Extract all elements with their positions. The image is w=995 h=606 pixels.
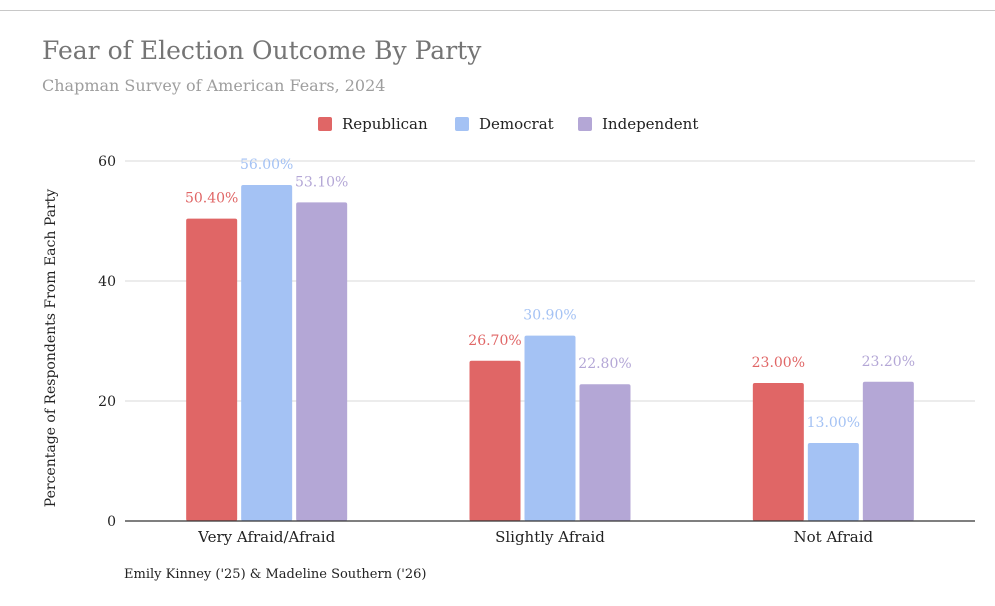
legend-label-democrat: Democrat	[479, 115, 554, 133]
data-label-democrat-0: 56.00%	[240, 157, 293, 173]
y-tick-label-0: 0	[107, 514, 116, 530]
bar-independent-0	[296, 202, 348, 521]
y-tick-label-60: 60	[98, 154, 116, 170]
legend-swatch-republican	[318, 117, 332, 131]
bar-republican-1	[469, 360, 521, 521]
legend: Republican Democrat Independent	[0, 112, 995, 136]
bar-republican-0	[186, 218, 238, 521]
top-divider	[0, 10, 995, 11]
legend-swatch-democrat	[455, 117, 469, 131]
data-label-republican-1: 26.70%	[468, 333, 521, 349]
bar-republican-2	[752, 383, 804, 521]
legend-item-democrat: Democrat	[455, 112, 554, 136]
legend-label-republican: Republican	[342, 115, 428, 133]
legend-swatch-independent	[578, 117, 592, 131]
legend-item-independent: Independent	[578, 112, 698, 136]
bar-independent-1	[579, 384, 631, 521]
chart-title: Fear of Election Outcome By Party	[42, 36, 482, 65]
y-tick-label-20: 20	[98, 394, 116, 410]
data-label-democrat-2: 13.00%	[807, 415, 860, 431]
x-tick-label-0: Very Afraid/Afraid	[197, 528, 335, 546]
y-tick-label-40: 40	[98, 274, 116, 290]
data-label-independent-0: 53.10%	[295, 174, 348, 190]
data-label-independent-2: 23.20%	[862, 354, 915, 370]
footer-credit: Emily Kinney ('25) & Madeline Southern (…	[124, 567, 427, 582]
data-label-republican-2: 23.00%	[752, 355, 805, 371]
y-axis-label: Percentage of Respondents From Each Part…	[43, 189, 59, 507]
legend-item-republican: Republican	[318, 112, 428, 136]
chart-subtitle: Chapman Survey of American Fears, 2024	[42, 76, 386, 95]
bar-democrat-2	[807, 443, 859, 521]
data-label-independent-1: 22.80%	[578, 356, 631, 372]
legend-label-independent: Independent	[602, 115, 699, 133]
bar-independent-2	[862, 381, 914, 521]
x-tick-label-1: Slightly Afraid	[495, 528, 605, 546]
data-label-republican-0: 50.40%	[185, 191, 238, 207]
bar-democrat-0	[241, 185, 293, 521]
bar-democrat-1	[524, 335, 576, 521]
x-tick-label-2: Not Afraid	[794, 528, 874, 546]
data-label-democrat-1: 30.90%	[523, 308, 576, 324]
